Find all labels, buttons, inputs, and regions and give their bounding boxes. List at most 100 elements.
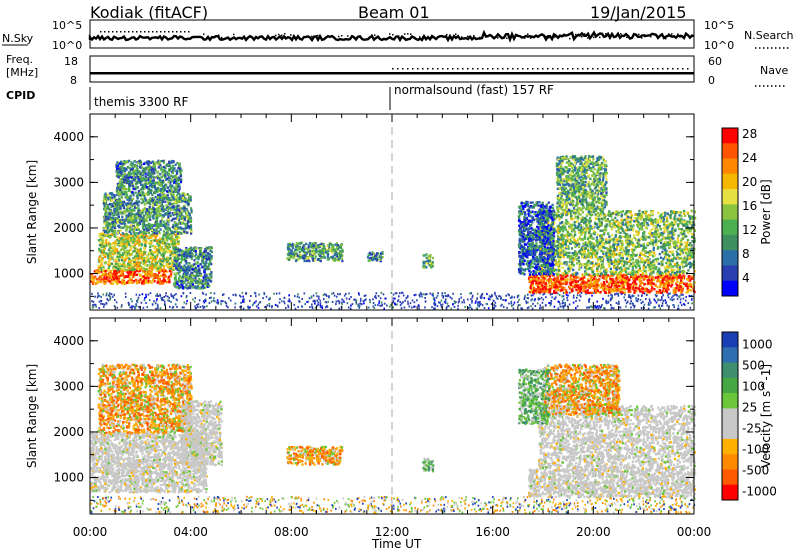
echo-cell: [174, 294, 176, 296]
echo-cell: [170, 215, 172, 217]
echo-cell: [112, 268, 114, 270]
echo-cell: [156, 227, 158, 229]
echo-cell: [347, 302, 349, 304]
echo-cell: [112, 217, 114, 219]
echo-cell: [637, 300, 639, 302]
echo-cell: [527, 294, 529, 296]
nsearch-tick-low: 10^0: [704, 39, 734, 52]
echo-cell: [134, 306, 136, 308]
echo-cell: [98, 277, 100, 279]
echo-cell: [373, 302, 375, 304]
echo-cell: [162, 253, 164, 255]
echo-cell: [181, 216, 183, 218]
echo-cell: [369, 252, 371, 254]
nsearch-point: [221, 37, 223, 39]
echo-cell: [125, 296, 127, 298]
echo-cell: [167, 215, 169, 217]
echo-cell: [385, 298, 387, 300]
echo-cell: [169, 266, 171, 268]
echo-cell: [544, 293, 546, 295]
echo-cell: [545, 305, 547, 307]
echo-cell: [444, 301, 446, 303]
echo-cell: [104, 242, 106, 244]
echo-cell: [174, 211, 176, 213]
echo-cell: [505, 299, 507, 301]
echo-cell: [177, 200, 179, 202]
echo-cell: [92, 304, 94, 306]
echo-cell: [353, 299, 355, 301]
echo-cell: [172, 218, 174, 220]
echo-cell: [432, 257, 434, 259]
echo-cell: [108, 299, 110, 301]
nsearch-point: [227, 37, 229, 39]
echo-cell: [141, 302, 143, 304]
echo-cell: [573, 295, 575, 297]
nave-point: [662, 68, 664, 70]
nsearch-point: [410, 33, 412, 35]
echo-cell: [109, 213, 111, 215]
echo-cell: [372, 298, 374, 300]
echo-cell: [146, 208, 148, 210]
nsearch-point: [470, 36, 472, 38]
echo-cell: [203, 253, 205, 255]
echo-cell: [158, 194, 160, 196]
echo-cell: [143, 215, 145, 217]
echo-cell: [152, 186, 154, 188]
echo-cell: [183, 292, 185, 294]
echo-cell: [174, 273, 176, 275]
echo-cell: [318, 258, 320, 260]
echo-cell: [349, 298, 351, 300]
echo-cell: [208, 258, 210, 260]
echo-cell: [383, 308, 385, 310]
nave-point: [502, 68, 504, 70]
echo-cell: [213, 297, 215, 299]
echo-cell: [414, 301, 416, 303]
echo-cell: [176, 257, 178, 259]
beam-label: Beam 01: [358, 3, 430, 22]
echo-cell: [162, 192, 164, 194]
echo-cell: [295, 260, 297, 262]
echo-cell: [157, 183, 159, 185]
echo-cell: [121, 166, 123, 168]
echo-cell: [116, 281, 118, 283]
echo-cell: [124, 239, 126, 241]
echo-cell: [175, 293, 177, 295]
echo-cell: [159, 269, 161, 271]
echo-cell: [173, 283, 175, 285]
echo-cell: [146, 229, 148, 231]
nsearch-point: [120, 31, 122, 33]
echo-cell: [575, 300, 577, 302]
echo-cell: [134, 206, 136, 208]
echo-cell: [264, 306, 266, 308]
echo-cell: [551, 300, 553, 302]
echo-cell: [97, 281, 99, 283]
echo-cell: [171, 185, 173, 187]
echo-cell: [669, 293, 671, 295]
echo-cell: [184, 286, 186, 288]
echo-cell: [402, 292, 404, 294]
echo-cell: [481, 294, 483, 296]
echo-cell: [196, 304, 198, 306]
echo-cell: [112, 223, 114, 225]
echo-cell: [423, 262, 425, 264]
echo-cell: [121, 196, 123, 198]
echo-cell: [162, 243, 164, 245]
echo-cell: [323, 294, 325, 296]
echo-cell: [149, 219, 151, 221]
echo-cell: [363, 300, 365, 302]
echo-cell: [150, 169, 152, 171]
echo-cell: [430, 266, 432, 268]
nsearch-point: [392, 34, 394, 36]
echo-cell: [123, 235, 125, 237]
echo-cell: [109, 299, 111, 301]
nsearch-point: [572, 35, 574, 37]
echo-cell: [192, 299, 194, 301]
echo-cell: [683, 303, 685, 305]
nave-point: [602, 68, 604, 70]
echo-cell: [202, 305, 204, 307]
echo-cell: [484, 307, 486, 309]
echo-cell: [114, 206, 116, 208]
echo-cell: [92, 283, 94, 285]
echo-cell: [152, 161, 154, 163]
